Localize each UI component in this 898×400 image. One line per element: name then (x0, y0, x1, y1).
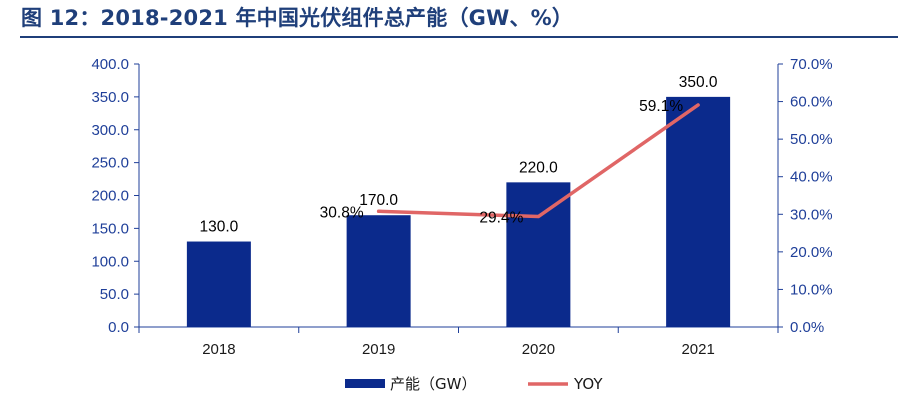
bar (186, 241, 251, 327)
y-right-tick-label: 0.0% (790, 319, 824, 336)
yoy-value-label: 29.4% (479, 210, 523, 227)
data-labels: 130.0 170.0 220.0 350.0 30.8% 29.4% 59.1% (199, 74, 717, 236)
y-left-tick-label: 150.0 (91, 220, 129, 237)
bar-value-label: 170.0 (359, 192, 398, 209)
y-right-tick-label: 60.0% (790, 94, 833, 111)
y-left-tick-label: 400.0 (91, 56, 129, 73)
y-left-tick-label: 50.0 (100, 286, 129, 303)
y-right-tick-label: 20.0% (790, 244, 833, 261)
yoy-value-label: 59.1% (639, 98, 683, 115)
y-right-tick-label: 10.0% (790, 281, 833, 298)
yoy-line (376, 103, 700, 219)
bar-value-label: 220.0 (519, 159, 558, 176)
bar-series (186, 96, 731, 327)
y-right-tick-label: 40.0% (790, 169, 833, 186)
chart-title: 图 12：2018-2021 年中国光伏组件总产能（GW、%） (21, 6, 574, 30)
legend-label-line: YOY (573, 375, 603, 393)
y-right-tick-label: 50.0% (790, 131, 833, 148)
y-right-tick-label: 70.0% (790, 56, 833, 73)
legend-label-bar: 产能（GW） (390, 375, 476, 393)
x-tick-label: 2021 (681, 341, 714, 358)
line-series (376, 103, 700, 219)
y-left-tick-label: 100.0 (91, 253, 129, 270)
bar (506, 182, 571, 327)
yoy-value-label: 30.8% (320, 204, 364, 221)
bar (346, 215, 411, 327)
title-divider (20, 36, 898, 38)
legend-swatch-bar (345, 379, 385, 388)
y-left-tick-label: 300.0 (91, 122, 129, 139)
x-tick-label: 2018 (202, 341, 235, 358)
bar-value-label: 350.0 (679, 74, 718, 91)
bar (666, 96, 731, 327)
y-left-tick-label: 0.0 (108, 319, 129, 336)
legend: 产能（GW） YOY (345, 375, 603, 393)
axes: 0.0 50.0 100.0 150.0 200.0 250.0 300.0 350.0 400… (91, 56, 832, 358)
y-right-tick-label: 30.0% (790, 206, 833, 223)
y-left-tick-label: 250.0 (91, 155, 129, 172)
bar-value-label: 130.0 (199, 219, 238, 236)
y-left-tick-label: 350.0 (91, 89, 129, 106)
x-tick-label: 2019 (362, 341, 395, 358)
y-left-tick-label: 200.0 (91, 188, 129, 205)
x-tick-label: 2020 (522, 341, 555, 358)
